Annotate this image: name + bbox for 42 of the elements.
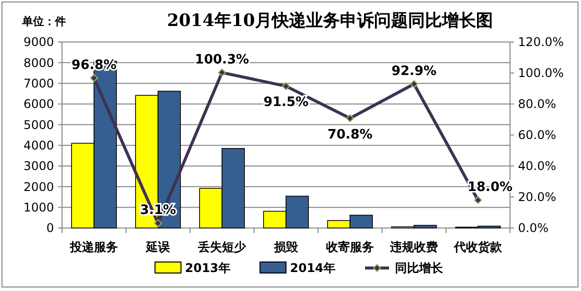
y-tick-label: 0 xyxy=(46,221,54,236)
data-label: 91.5% xyxy=(263,95,309,110)
x-tick-label: 代收货款 xyxy=(453,240,503,254)
data-label: 100.3% xyxy=(194,52,250,68)
x-tick-label: 损毁 xyxy=(273,240,299,254)
data-label: 96.8% xyxy=(71,58,117,73)
y-tick-label: 7000 xyxy=(23,76,54,91)
x-tick-label: 延误 xyxy=(145,240,171,254)
point xyxy=(346,114,354,122)
y2-tick-label: 20.0% xyxy=(518,190,556,204)
y2-tick-label: 40.0% xyxy=(518,159,556,174)
legend-label: 同比增长 xyxy=(395,261,444,276)
y2-tick-label: 120.0% xyxy=(518,35,564,50)
y-tick-label: 6000 xyxy=(23,97,54,112)
x-tick-label: 违规收费 xyxy=(389,240,438,254)
y-tick-label: 9000 xyxy=(23,35,54,50)
point xyxy=(90,74,98,82)
point xyxy=(474,196,482,204)
y2-tick-label: 80.0% xyxy=(518,97,556,112)
data-label: 92.9% xyxy=(391,64,437,80)
data-label: 70.8% xyxy=(327,127,373,142)
x-tick-label: 丢失短少 xyxy=(197,240,247,254)
y-tick-label: 3000 xyxy=(23,159,54,174)
y-tick-label: 8000 xyxy=(23,56,54,70)
x-tick-label: 投递服务 xyxy=(69,240,118,254)
y-tick-label: 2000 xyxy=(23,180,54,194)
y2-tick-label: 0.0% xyxy=(518,221,548,236)
y2-tick-label: 60.0% xyxy=(518,128,556,142)
y-tick-label: 4000 xyxy=(23,138,54,153)
legend-label: 2013年 xyxy=(185,261,230,276)
legend-label: 2014年 xyxy=(290,261,336,276)
data-label: 3.1% xyxy=(140,203,176,218)
y-tick-label: 1000 xyxy=(23,200,54,215)
y2-tick-label: 100.0% xyxy=(518,66,564,80)
text: 单位：件 xyxy=(21,15,66,28)
point xyxy=(282,82,290,90)
point xyxy=(154,219,162,228)
y-tick-label: 5000 xyxy=(23,118,54,132)
chart-title: 2014年10月快递业务申诉问题同比增长图 xyxy=(167,11,493,31)
point xyxy=(410,80,418,88)
x-tick-label: 收寄服务 xyxy=(326,240,374,254)
point xyxy=(218,68,226,77)
